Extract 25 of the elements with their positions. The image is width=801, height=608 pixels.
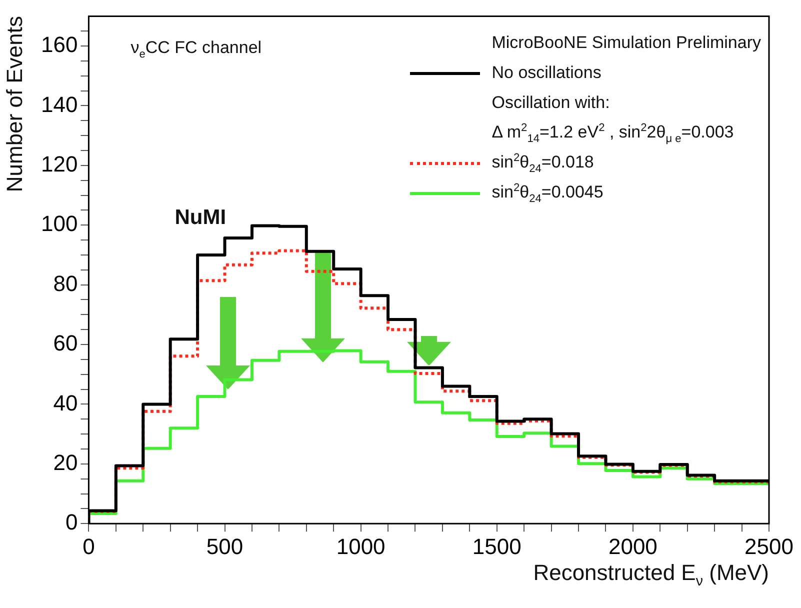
y-axis-title: Number of Events — [2, 16, 28, 192]
legend-label: sin$^{2}$θ$_{24}$=0.0045 — [492, 182, 604, 205]
legend-label: sin$^{2}$θ$_{24}$=0.018 — [492, 152, 594, 175]
annotation: NuMI — [174, 206, 226, 230]
annotation: ν$_{e}$CC FC channel — [130, 38, 262, 61]
annotation: Oscillation with: — [492, 93, 610, 114]
x-tick-label: 1500 — [472, 534, 522, 559]
text: Δ m$^{2}$$_{14}$=1.2 eV$^{2}$ , sin$^{2}$2θ$_{μ e}$=0.003 — [492, 122, 734, 145]
y-tick-label: 80 — [53, 270, 78, 296]
y-tick-label: 120 — [40, 152, 78, 176]
y-tick-label: 100 — [40, 211, 78, 236]
y-tick-label: 40 — [53, 390, 78, 416]
x-tick-label: 2500 — [744, 534, 794, 559]
x-tick-label: 0 — [82, 534, 95, 559]
y-tick-label: 160 — [40, 32, 78, 58]
legend-title: MicroBooNE Simulation Preliminary — [492, 33, 761, 54]
x-tick-label: 500 — [206, 534, 244, 559]
y-tick-label: 20 — [53, 450, 78, 475]
x-tick-label: 2000 — [608, 534, 658, 559]
x-axis-title: Reconstructed E$_{ν}$ (MeV) — [533, 560, 769, 589]
y-tick-label: 60 — [53, 330, 78, 356]
legend-label: No oscillations — [492, 63, 602, 84]
x-tick-label: 1000 — [336, 534, 386, 559]
y-tick-label: 0 — [65, 510, 78, 535]
y-tick-label: 140 — [40, 92, 78, 117]
